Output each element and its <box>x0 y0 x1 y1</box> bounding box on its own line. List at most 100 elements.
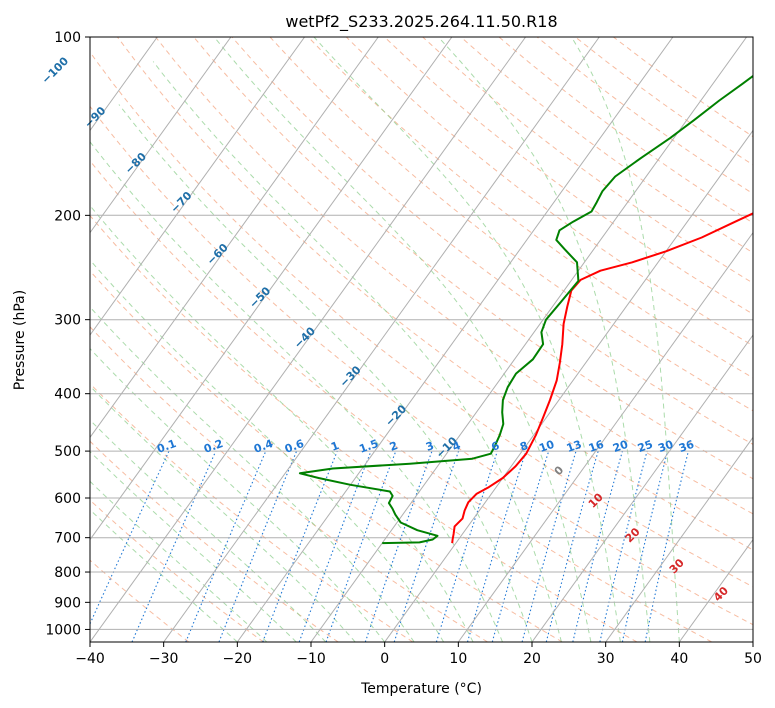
y-tick-label: 900 <box>54 595 81 611</box>
mixing-ratio-line <box>545 450 599 642</box>
x-tick-label: −10 <box>296 651 326 667</box>
mixing-ratio-label: 13 <box>565 438 584 455</box>
mixing-ratio-label: 0.2 <box>202 437 225 456</box>
mixing-ratio-line <box>599 450 648 642</box>
mixing-ratio-label: 0.1 <box>155 437 178 456</box>
mixing-ratio-label: 6 <box>490 439 502 454</box>
y-axis-title: Pressure (hPa) <box>12 290 28 390</box>
dry-adiabat-line <box>90 105 753 626</box>
dry-adiabat-line <box>90 214 638 642</box>
dry-adiabat-line <box>155 37 753 515</box>
x-tick-label: −20 <box>223 651 253 667</box>
moist-adiabat-line <box>90 259 445 642</box>
dry-adiabat-line <box>269 37 753 412</box>
temperature-line <box>451 212 753 544</box>
isotherm-line <box>384 129 753 642</box>
x-tick-label: 20 <box>523 651 541 667</box>
mixing-ratio-line <box>325 450 397 642</box>
moist-adiabat-line <box>90 204 474 642</box>
moist-adiabat-line <box>90 509 238 642</box>
y-tick-label: 700 <box>54 531 81 547</box>
dry-adiabat-line <box>384 37 753 315</box>
profile-lines <box>298 74 753 545</box>
moist-adiabat-line <box>90 419 327 642</box>
isotherm-line <box>457 231 753 642</box>
y-tick-label: 100 <box>54 30 81 46</box>
dry-adiabat-line <box>422 37 753 284</box>
mixing-ratio-label: 20 <box>611 438 630 456</box>
isotherm-line <box>678 538 753 642</box>
mixing-ratio-label: 2 <box>388 439 400 454</box>
y-axis: 100 200 300 400 500 600 700 800 900 1000 <box>45 30 90 638</box>
isotherm-line <box>90 37 527 642</box>
mixing-ratio-label: 4 <box>451 439 463 454</box>
mixing-ratio-label: 1.5 <box>357 437 380 456</box>
x-tick-label: 10 <box>449 651 467 667</box>
mixing-ratio-line <box>466 450 527 642</box>
mixing-ratio-label: 30 <box>656 438 675 456</box>
mixing-ratio-line <box>298 450 372 642</box>
isotherm-line <box>90 37 379 439</box>
mixing-ratio-label: 0.4 <box>252 437 275 456</box>
isotherm-line <box>310 37 748 642</box>
mixing-ratio-label: 16 <box>587 438 606 456</box>
mixing-ratio-line <box>621 450 669 642</box>
dry-adiabat-line <box>90 559 190 642</box>
y-tick-label: 600 <box>54 491 81 507</box>
x-tick-label: 40 <box>670 651 688 667</box>
isotherm-line <box>90 37 453 541</box>
moist-adiabat-line <box>90 385 356 642</box>
x-tick-label: 30 <box>597 651 615 667</box>
dry-adiabat-line <box>90 270 563 642</box>
mixing-ratio-label: 36 <box>677 438 696 456</box>
x-tick-label: −30 <box>149 651 179 667</box>
pressure-gridlines <box>90 37 753 630</box>
mixing-ratio-line <box>218 450 298 642</box>
isotherm-line <box>163 37 600 642</box>
mixing-ratio-label: 3 <box>424 439 436 454</box>
mixing-ratio-line <box>644 450 689 642</box>
dry-adiabat-line <box>193 37 753 480</box>
moist-adiabat-line <box>152 61 562 642</box>
plot-frame <box>89 36 754 643</box>
y-tick-label: 500 <box>54 444 81 460</box>
moist-adiabats <box>90 37 680 642</box>
dry-adiabat-line <box>90 51 753 588</box>
x-axis: −40 −30 −20 −10 0 10 20 30 40 50 <box>75 642 762 667</box>
mixing-ratio-label: 1 <box>329 439 341 454</box>
moist-adiabat-line <box>571 37 680 642</box>
x-axis-title: Temperature (°C) <box>360 681 482 697</box>
isotherm-line <box>90 37 232 234</box>
y-tick-label: 800 <box>54 565 81 581</box>
y-tick-label: 300 <box>54 313 81 329</box>
isotherm-line <box>90 37 306 336</box>
dry-adiabat-line <box>90 326 488 642</box>
chart-title: wetPf2_S233.2025.264.11.50.R18 <box>285 12 557 32</box>
x-tick-label: 50 <box>744 651 762 667</box>
mixing-ratio-label: 25 <box>636 438 655 455</box>
x-tick-label: 0 <box>380 651 389 667</box>
mixing-ratio-line <box>364 450 433 642</box>
isotherms <box>90 37 753 642</box>
isotherm-line <box>605 436 753 642</box>
plot-background-lines <box>90 37 753 642</box>
mixing-ratio-label: 10 <box>537 438 556 456</box>
mixing-ratio-line <box>185 450 267 642</box>
moist-adiabat-line <box>90 306 415 642</box>
moist-adiabat-line <box>313 37 621 642</box>
dewpoint-line <box>298 74 753 545</box>
y-tick-label: 1000 <box>45 622 81 638</box>
y-tick-label: 400 <box>54 387 81 403</box>
moist-adiabat-line <box>118 104 533 642</box>
dry-adiabat-line <box>345 37 753 347</box>
moist-adiabat-line <box>90 480 268 642</box>
isotherm-line <box>236 37 674 642</box>
moist-adiabat-line <box>437 37 651 642</box>
mixing-ratio-line <box>262 450 338 642</box>
dry-adiabat-line <box>90 160 712 642</box>
mixing-ratio-line <box>435 450 498 642</box>
mixing-ratio-label: 8 <box>518 439 530 454</box>
mixing-ratio-line <box>521 450 577 642</box>
moist-adiabat-line <box>90 347 386 642</box>
